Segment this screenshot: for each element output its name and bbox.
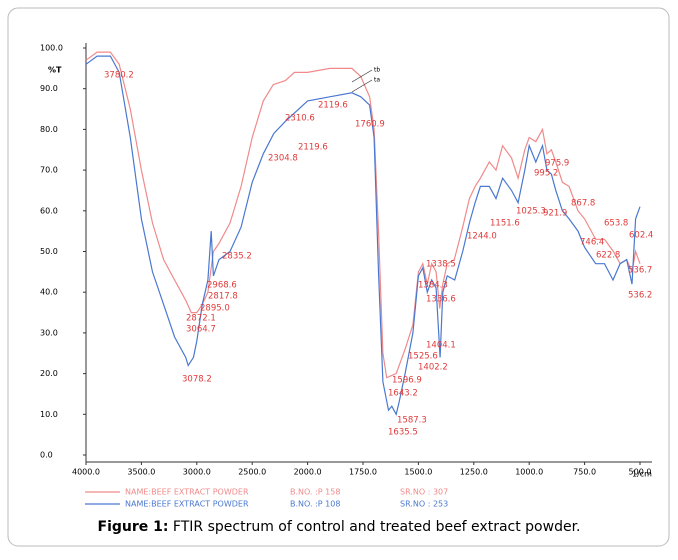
peak-label: 1643.2	[388, 389, 418, 399]
peak-label: 995.2	[534, 169, 558, 179]
x-tick-label: 500.0	[629, 468, 652, 477]
x-tick-label: 2000.0	[294, 468, 322, 477]
tag-leader	[351, 79, 373, 93]
x-tick-label: 2500.0	[238, 468, 266, 477]
series-line	[85, 55, 641, 416]
y-axis-label: %T	[48, 66, 62, 75]
tag-leader	[351, 69, 373, 83]
peak-label: 1338.5	[426, 260, 456, 270]
caption-text: FTIR spectrum of control and treated bee…	[168, 519, 580, 535]
peak-label: 867.8	[571, 199, 595, 209]
x-tick-label: 750.0	[573, 468, 596, 477]
peak-label: 1025.3	[516, 207, 546, 217]
legend-name: NAME:BEEF EXTRACT POWDER	[125, 488, 249, 497]
frame	[7, 7, 670, 547]
peak-label: 975.9	[545, 159, 569, 169]
peak-label: 653.8	[604, 219, 628, 229]
peak-label: 2817.8	[208, 292, 238, 302]
y-tick-label: 90.0	[40, 84, 58, 93]
peak-label: 1587.3	[397, 416, 427, 426]
legend-serial: SR.NO : 307	[400, 488, 448, 497]
peak-label: 1635.5	[388, 428, 418, 438]
y-tick-label: 10.0	[40, 410, 58, 419]
peak-label: 1596.9	[392, 376, 422, 386]
legend-batch: B.NO. :P 158	[290, 488, 340, 497]
peak-label: 746.4	[580, 238, 604, 248]
y-tick-label: 40.0	[40, 288, 58, 297]
peak-label: 1244.0	[467, 232, 497, 242]
peak-label: 3064.7	[186, 325, 216, 335]
peak-label: 2304.8	[268, 154, 298, 164]
x-tick-label: 3500.0	[127, 468, 155, 477]
peak-label: 2119.6	[298, 143, 328, 153]
peak-label: 2968.6	[207, 281, 237, 291]
y-tick-label: 100.0	[40, 44, 63, 53]
series-tag: ta	[374, 77, 380, 84]
peak-label: 1760.9	[355, 120, 385, 130]
caption: Figure 1: FTIR spectrum of control and t…	[98, 519, 581, 535]
peak-label: 921.9	[543, 209, 567, 219]
legend-serial: SR.NO : 253	[400, 500, 448, 509]
x-tick-label: 1000.0	[515, 468, 543, 477]
peak-label: 2119.6	[318, 101, 348, 111]
peak-label: 622.8	[596, 251, 620, 261]
legend-batch: B.NO. :P 108	[290, 500, 340, 509]
peak-label: 2872.1	[186, 314, 216, 324]
peak-label: 3780.2	[104, 71, 134, 81]
y-tick-label: 30.0	[40, 328, 58, 337]
series-line	[85, 51, 641, 379]
peak-label: 1151.6	[490, 219, 520, 229]
legend-name: NAME:BEEF EXTRACT POWDER	[125, 500, 249, 509]
y-tick-label: 80.0	[40, 125, 58, 134]
y-tick-label: 20.0	[40, 369, 58, 378]
peak-label: 1384.3	[418, 281, 448, 291]
series-tag: tb	[374, 67, 380, 74]
peak-label: 2310.6	[285, 114, 315, 124]
x-tick-label: 1500.0	[404, 468, 432, 477]
peak-label: 1404.1	[426, 341, 456, 351]
caption-label: Figure 1:	[98, 519, 169, 535]
x-tick-label: 1250.0	[460, 468, 488, 477]
x-tick-label: 3000.0	[183, 468, 211, 477]
x-tick-label: 4000.0	[72, 468, 100, 477]
y-tick-label: 60.0	[40, 206, 58, 215]
peak-label: 1336.6	[426, 295, 456, 305]
peak-label: 536.7	[628, 266, 652, 276]
y-tick-label: 70.0	[40, 166, 58, 175]
x-tick-label: 1750.0	[349, 468, 377, 477]
peak-label: 2895.0	[200, 304, 230, 314]
y-tick-label: 0.0	[40, 451, 53, 460]
x-axis-label: 1/cm	[632, 470, 652, 479]
y-tick-label: 50.0	[40, 247, 58, 256]
peak-label: 3078.2	[182, 375, 212, 385]
peak-label: 1402.2	[418, 363, 448, 373]
peak-label: 536.2	[628, 291, 652, 301]
peak-label: 1525.6	[408, 352, 438, 362]
peak-label: 602.4	[629, 231, 653, 241]
peak-label: 2835.2	[222, 252, 252, 262]
